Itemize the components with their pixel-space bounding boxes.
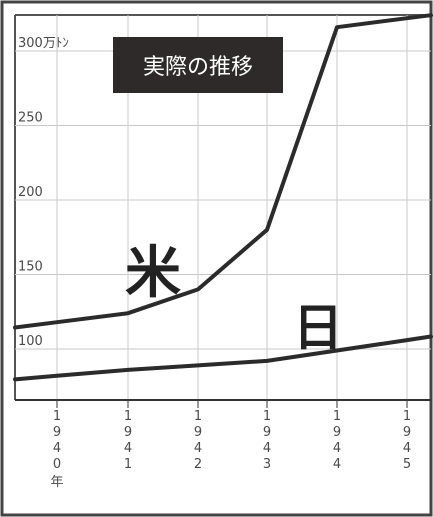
x-tick-label: 9	[263, 425, 271, 440]
x-tick-label: 0	[53, 457, 61, 472]
x-tick-label: 9	[124, 425, 132, 440]
x-tick-label: 1	[194, 409, 202, 424]
x-tick-label: 4	[194, 441, 202, 456]
series-label-us: 米	[125, 241, 181, 306]
x-tick-label: 4	[333, 441, 341, 456]
x-tick-label: 4	[124, 441, 132, 456]
x-year-suffix: 年	[50, 475, 63, 490]
x-tick-label: 1	[124, 409, 132, 424]
x-tick-label: 1	[263, 409, 271, 424]
horizontal-gridlines	[15, 50, 431, 350]
y-tick-label: 250	[18, 111, 43, 126]
series-label-jp: 日	[293, 299, 343, 357]
x-tick-label: 5	[403, 457, 411, 472]
series-line-jp	[13, 334, 433, 382]
y-tick-label: 300万ﾄﾝ	[18, 36, 69, 51]
x-tick-label: 1	[333, 409, 341, 424]
x-tick-label: 4	[263, 441, 271, 456]
series-line-us	[13, 13, 433, 330]
x-tick-label: 3	[263, 457, 271, 472]
x-tick-label: 4	[403, 441, 411, 456]
x-tick-label: 1	[53, 409, 61, 424]
y-tick-labels: 100 150 200 250 300万ﾄﾝ	[18, 36, 69, 349]
x-tick-label: 1	[124, 457, 132, 472]
x-tick-label: 2	[194, 457, 202, 472]
chart-title: 実際の推移	[143, 55, 253, 80]
x-tick-label: 1	[403, 409, 411, 424]
x-tick-label: 4	[53, 441, 61, 456]
y-tick-label: 200	[18, 185, 43, 200]
title-box	[113, 37, 283, 93]
x-tick-label: 9	[53, 425, 61, 440]
series-lines	[13, 13, 433, 382]
y-tick-label: 100	[18, 334, 43, 349]
x-tick-label: 9	[403, 425, 411, 440]
x-tick-label: 9	[194, 425, 202, 440]
x-tick-label: 9	[333, 425, 341, 440]
x-tick-label: 4	[333, 457, 341, 472]
y-tick-label: 150	[18, 260, 43, 275]
